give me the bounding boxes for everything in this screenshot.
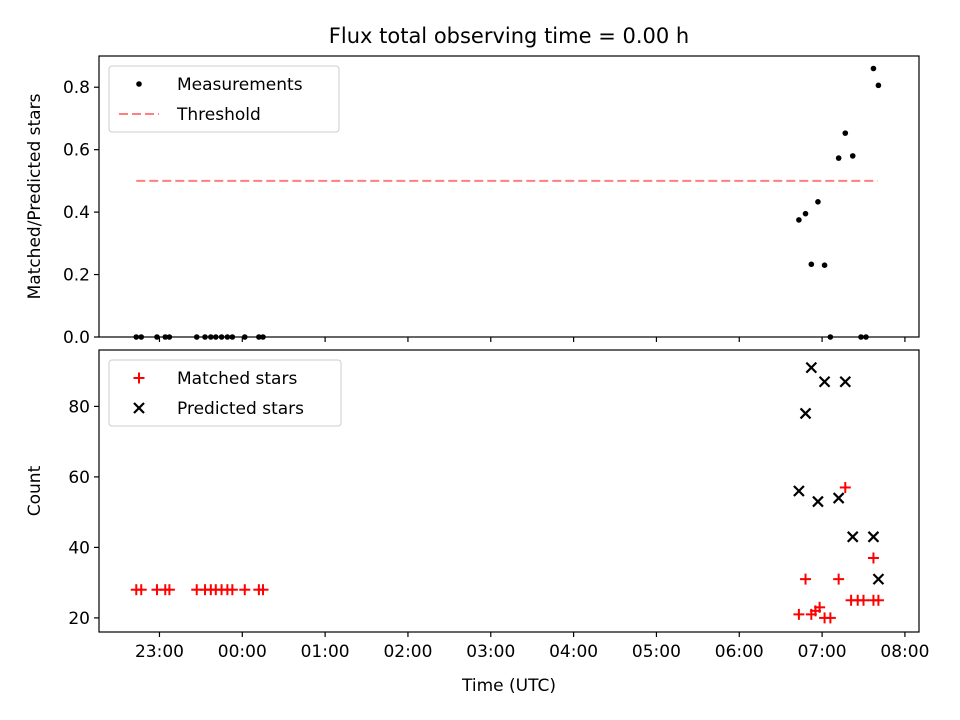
panel1-point-1-5-b [832, 492, 845, 504]
x-tick-label-6: 05:00 [632, 642, 681, 662]
panel1-point-0-29 [867, 552, 879, 564]
panel0-point-0-22 [842, 130, 849, 136]
x-tick-label-8: 07:00 [798, 642, 847, 662]
panel1-axes-frame [98, 349, 920, 633]
x-tick-label-5: 04:00 [549, 642, 598, 662]
chart-title: Flux total observing time = 0.00 h [329, 24, 689, 48]
panel1-legend-swatch-0 [133, 372, 145, 384]
series-matched-stars [130, 481, 884, 624]
panel0-point-0-19 [821, 262, 828, 268]
panel1-y-axis-label: Count [25, 465, 45, 516]
x-tick-label-9: 08:00 [880, 642, 929, 662]
panel0-point-0-23 [849, 153, 856, 159]
panel0-legend-label-0: Measurements [177, 75, 303, 95]
panel1-point-1-3 [812, 495, 824, 508]
panel1-point-1-4 [818, 375, 831, 388]
panel1-point-1-9-b [872, 573, 885, 585]
panel0-y-tick-label-4: 0.8 [63, 78, 90, 98]
panel1-point-0-15 [793, 608, 805, 620]
panel0-y-tick-label-1: 0.2 [63, 266, 90, 286]
panel1-point-0-26 [858, 594, 870, 606]
panel0-y-axis-label: Matched/Predicted stars [25, 93, 45, 299]
panel1-point-1-2 [805, 361, 818, 374]
panel0-point-0-18 [815, 199, 821, 205]
panel1-point-1-8-b [867, 531, 880, 543]
panel1-point-1-7-b [846, 531, 859, 543]
panel1-point-0-19 [814, 601, 826, 613]
panel0-axes-frame [98, 55, 920, 338]
panel1-y-tick-label-1: 40 [68, 538, 90, 558]
panel1-point-0-1 [135, 584, 147, 596]
panel1-legend-swatch-1 [133, 402, 145, 414]
panel1-y-tick-label-0: 20 [68, 609, 90, 629]
panel0-y-tick-label-0: 0.0 [63, 328, 90, 348]
panel1-legend-label-1: Predicted stars [177, 399, 304, 419]
panel1-point-1-0-b [793, 485, 805, 497]
panel1-y-tick-label-3: 80 [68, 397, 90, 417]
panel1-point-1-1-b [799, 407, 812, 420]
x-tick-label-3: 02:00 [383, 642, 432, 662]
panel1-point-0-4 [163, 584, 175, 596]
panel0-legend: Measurements Threshold [108, 65, 340, 133]
panel1-point-1-7 [846, 531, 859, 543]
x-tick-label-1: 00:00 [218, 642, 267, 662]
panel1-point-0-28 [872, 594, 884, 606]
x-tick-label-0: 23:00 [135, 642, 184, 662]
panel0-point-0-16 [802, 210, 809, 217]
panel1-point-0-14 [257, 584, 269, 596]
panel0-y-tick-label-3: 0.6 [63, 141, 90, 161]
panel1-point-0-23 [839, 481, 851, 493]
panel1-point-0-11 [226, 584, 238, 596]
panel1-legend: Matched stars Predicted stars [108, 359, 342, 427]
panel1-point-1-0 [793, 485, 805, 497]
x-axis-label: Time (UTC) [461, 676, 556, 696]
panel1-legend-swatch-1-b [133, 402, 145, 414]
panel1-point-1-6-b [839, 375, 852, 388]
x-tick-label-4: 03:00 [466, 642, 515, 662]
panel1-point-0-12 [239, 584, 251, 596]
panel1-point-0-21 [824, 612, 836, 624]
count-panel: 23:00 00:00 01:00 02:00 03:00 04:00 05:00 06:00… [25, 349, 929, 662]
panel0-point-0-15 [796, 217, 802, 223]
series-predicted-stars [793, 361, 885, 585]
panel1-point-1-9 [872, 573, 885, 585]
panel1-point-1-4-b [818, 375, 831, 388]
panel0-point-0-26 [870, 65, 877, 72]
panel0-legend-swatch-0 [136, 81, 142, 87]
panel1-y-tick-label-2: 60 [68, 468, 90, 488]
x-tick-label-2: 01:00 [301, 642, 350, 662]
x-tick-label-7: 06:00 [715, 642, 764, 662]
panel0-y-tick-label-2: 0.4 [63, 203, 90, 223]
panel0-legend-box [108, 65, 340, 133]
panel1-point-1-1 [799, 407, 812, 420]
panel0-point-0-17 [808, 261, 815, 268]
panel0-point-0-27 [875, 82, 882, 89]
panel1-point-0-22 [833, 573, 845, 585]
panel1-point-1-2-b [805, 361, 818, 374]
panel1-point-1-3-b [812, 495, 824, 508]
panel1-point-0-16 [800, 573, 812, 585]
ratio-panel: 0.0 0.2 0.4 0.6 0.8 Matched/Predicted stars Me… [25, 55, 920, 348]
panel1-point-1-6 [839, 375, 852, 388]
panel1-legend-box [108, 359, 342, 427]
panel1-point-1-5 [832, 492, 845, 504]
panel1-point-1-8 [867, 531, 880, 543]
panel0-legend-label-1: Threshold [176, 105, 261, 125]
panel1-legend-label-0: Matched stars [177, 369, 297, 389]
panel0-point-0-21 [835, 155, 842, 161]
